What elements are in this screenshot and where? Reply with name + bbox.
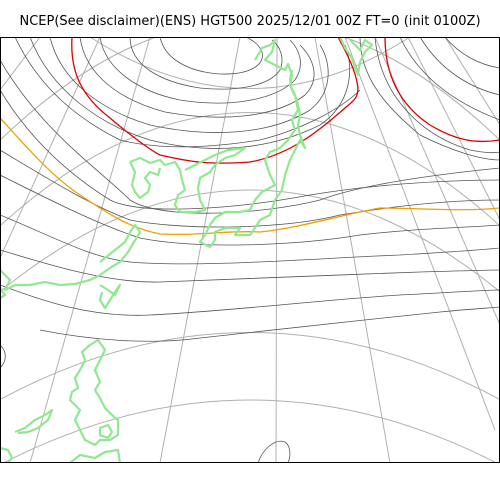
contour-line <box>374 37 500 153</box>
contour-line <box>0 174 500 246</box>
contour-line <box>79 37 315 118</box>
coastline <box>69 448 122 463</box>
height-contours <box>0 37 500 463</box>
contour-line <box>444 37 500 69</box>
latitude-line <box>0 189 500 293</box>
latitude-line <box>0 112 500 227</box>
coastline <box>198 38 307 249</box>
map-title: NCEP(See disclaimer)(ENS) HGT500 2025/12… <box>19 14 481 29</box>
contour-line <box>0 117 500 236</box>
coastline <box>14 408 54 435</box>
coastline <box>68 338 120 447</box>
meridian-line <box>444 37 500 126</box>
contour-line <box>0 249 500 283</box>
latitude-line <box>0 332 500 401</box>
meridian-line <box>275 37 278 463</box>
contour-line <box>39 306 500 342</box>
latitude-line <box>89 37 411 89</box>
contour-line <box>0 344 6 369</box>
contour-line <box>0 59 500 214</box>
coastline <box>129 146 247 214</box>
meridian-line <box>0 37 101 259</box>
coastline <box>0 446 14 463</box>
map-frame <box>0 37 500 463</box>
meridian-line <box>374 37 500 326</box>
contour-line <box>0 214 500 265</box>
coastline <box>98 283 122 310</box>
contour-line <box>159 37 263 75</box>
meridian-line <box>314 37 391 463</box>
coastline <box>0 223 142 292</box>
contour-line <box>384 37 500 143</box>
meridian-line <box>344 37 496 431</box>
coastline <box>338 37 374 77</box>
meridian-line <box>159 37 241 463</box>
orange-contour <box>0 117 500 236</box>
latitude-line <box>2 399 498 463</box>
coastline <box>98 423 114 440</box>
contour-line <box>49 37 329 133</box>
contour-line <box>0 89 500 210</box>
contour-line <box>419 37 500 96</box>
contour-line <box>0 149 500 228</box>
coastlines <box>0 37 374 463</box>
contour-line <box>257 440 291 463</box>
contour-line <box>129 37 283 90</box>
red-contour <box>71 37 500 164</box>
coastline <box>0 287 7 299</box>
contour-line <box>29 37 351 149</box>
contour-line <box>0 284 500 316</box>
contour-line <box>99 37 301 104</box>
contour-line <box>359 37 500 161</box>
coastline <box>129 161 162 200</box>
latitude-line <box>0 37 500 142</box>
meridian-line <box>0 37 41 91</box>
latitude-lines <box>0 37 500 463</box>
meridian-lines <box>0 37 500 463</box>
contour-line <box>399 37 500 121</box>
contour-line <box>14 37 361 148</box>
meridian-line <box>29 37 151 463</box>
meridian-line <box>407 37 500 221</box>
contour-line <box>71 37 359 164</box>
